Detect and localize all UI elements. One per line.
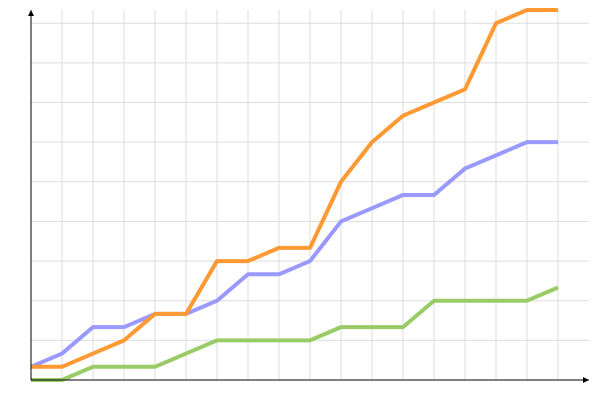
axes <box>28 10 589 383</box>
series-line-2 <box>31 8 558 369</box>
y-axis-arrow-icon <box>28 10 34 16</box>
series-line-1 <box>30 140 558 369</box>
series-group <box>30 8 559 382</box>
grid <box>31 10 589 380</box>
series-line-3 <box>31 285 559 382</box>
x-axis-arrow-icon <box>583 377 589 383</box>
